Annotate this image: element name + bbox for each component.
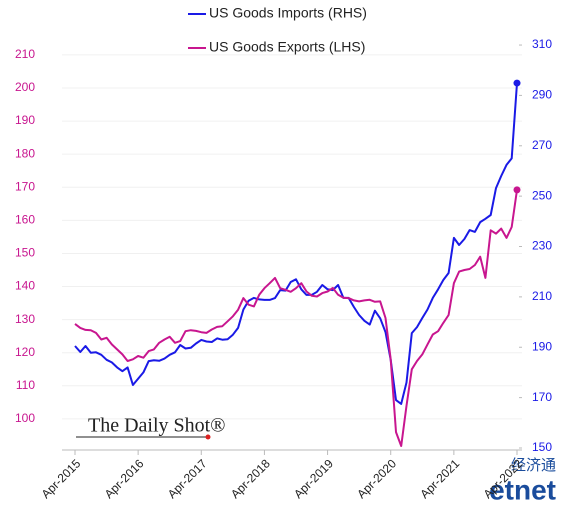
y2-tick-label: 270 <box>532 138 552 152</box>
x-tick-label: Apr-2021 <box>417 456 462 501</box>
y-tick-label: 120 <box>15 345 35 359</box>
x-tick-label: Apr-2018 <box>228 456 273 501</box>
x-tick-label: Apr-2016 <box>102 456 147 501</box>
source-logo: The Daily Shot® <box>88 415 225 437</box>
y-tick-label: 190 <box>15 113 35 127</box>
y2-tick-label: 150 <box>532 440 552 454</box>
series-line <box>74 83 518 405</box>
series-line <box>74 189 518 447</box>
x-tick-label: Apr-2015 <box>39 456 84 501</box>
y-tick-label: 150 <box>15 246 35 260</box>
y-tick-label: 180 <box>15 146 35 160</box>
y-tick-label: 110 <box>16 378 35 392</box>
x-tick-label: Apr-2017 <box>165 456 210 501</box>
y2-tick-label: 210 <box>532 289 552 303</box>
y2-tick-label: 290 <box>532 88 552 102</box>
y-tick-label: 140 <box>15 279 35 293</box>
y2-tick-label: 310 <box>532 37 552 51</box>
watermark-cn: 经济通 <box>511 457 556 474</box>
y2-tick-label: 170 <box>532 390 552 404</box>
y-tick-label: 100 <box>15 411 35 425</box>
logo-dot <box>205 434 211 440</box>
y2-tick-label: 190 <box>532 339 552 353</box>
x-tick-label: Apr-2019 <box>291 456 336 501</box>
y-tick-label: 130 <box>15 312 35 326</box>
end-point <box>513 186 521 194</box>
legend-label: US Goods Imports (RHS) <box>209 5 367 21</box>
end-point <box>513 79 521 87</box>
watermark-etnet: etnet <box>489 474 556 505</box>
y-tick-label: 210 <box>15 47 35 61</box>
y2-tick-label: 250 <box>532 188 552 202</box>
y-tick-label: 170 <box>15 179 35 193</box>
x-tick-label: Apr-2020 <box>354 456 399 501</box>
y-tick-label: 200 <box>15 80 35 94</box>
y2-tick-label: 230 <box>532 239 552 253</box>
y-tick-label: 160 <box>15 213 35 227</box>
legend-label: US Goods Exports (LHS) <box>209 39 365 55</box>
